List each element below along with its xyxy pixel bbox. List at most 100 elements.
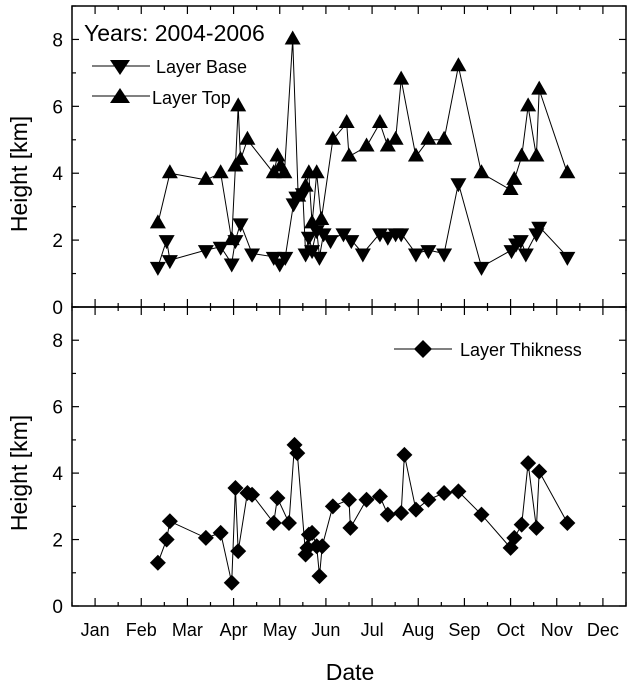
- data-point: [502, 180, 519, 195]
- y-tick-label: 4: [52, 464, 63, 485]
- top-legend: Layer Base Layer Top: [92, 57, 247, 108]
- y-tick-label: 6: [52, 97, 63, 118]
- data-point: [354, 248, 371, 263]
- series-line: [157, 39, 568, 241]
- data-point: [528, 147, 545, 162]
- x-tick-label: Jan: [81, 620, 110, 640]
- data-point: [158, 235, 175, 250]
- data-point: [223, 258, 240, 273]
- data-point: [212, 241, 229, 256]
- x-tick-label: Aug: [402, 620, 434, 640]
- data-point: [161, 513, 178, 530]
- top-series: [149, 30, 576, 276]
- top-annotation: Years: 2004-2006: [84, 20, 265, 46]
- data-point: [239, 130, 256, 145]
- data-point: [223, 574, 240, 591]
- data-point: [506, 170, 523, 185]
- data-point: [387, 130, 404, 145]
- x-tick-label: Nov: [541, 620, 573, 640]
- data-point: [436, 248, 453, 263]
- data-point: [531, 80, 548, 95]
- data-point: [343, 235, 360, 250]
- data-point: [308, 164, 325, 179]
- legend-marker-base: [110, 60, 130, 75]
- data-point: [531, 463, 548, 480]
- data-point: [324, 130, 341, 145]
- data-point: [158, 531, 175, 548]
- data-point: [393, 504, 410, 521]
- data-point: [197, 170, 214, 185]
- data-point: [473, 164, 490, 179]
- data-point: [289, 445, 306, 462]
- data-point: [407, 248, 424, 263]
- data-point: [379, 137, 396, 152]
- data-point: [335, 228, 352, 243]
- data-point: [520, 97, 537, 112]
- data-point: [304, 524, 321, 541]
- data-point: [197, 245, 214, 260]
- data-point: [358, 491, 375, 508]
- data-point: [338, 114, 355, 129]
- data-point: [341, 147, 357, 162]
- data-point: [290, 187, 307, 202]
- data-point: [227, 480, 244, 497]
- data-point: [407, 501, 424, 518]
- data-point: [420, 491, 437, 508]
- data-point: [297, 177, 314, 192]
- x-tick-label: Jul: [361, 620, 384, 640]
- data-point: [407, 147, 424, 162]
- data-point: [324, 498, 341, 515]
- data-point: [379, 506, 396, 523]
- y-tick-label: 8: [52, 331, 63, 352]
- data-point: [230, 97, 247, 112]
- data-point: [559, 514, 576, 531]
- data-point: [212, 524, 229, 541]
- data-point: [513, 147, 530, 162]
- y-tick-label: 2: [52, 231, 63, 252]
- y-tick-label: 0: [52, 298, 63, 319]
- y-tick-label: 8: [52, 30, 63, 51]
- y-tick-label: 4: [52, 164, 63, 185]
- data-point: [559, 164, 576, 179]
- y-tick-label: 2: [52, 531, 63, 552]
- data-point: [269, 490, 286, 507]
- data-point: [371, 114, 388, 129]
- data-point: [223, 231, 240, 246]
- data-point: [280, 514, 297, 531]
- data-point: [450, 178, 467, 193]
- x-tick-label: Oct: [497, 620, 525, 640]
- top-ylabel: Height [km]: [6, 116, 32, 232]
- data-point: [244, 486, 261, 503]
- data-point: [559, 251, 576, 266]
- bottom-legend: Layer Thikness: [394, 340, 582, 360]
- legend-marker-thickness: [414, 340, 432, 358]
- y-tick-label: 0: [52, 597, 63, 618]
- data-point: [450, 57, 467, 72]
- data-point: [506, 529, 523, 546]
- data-point: [393, 228, 410, 243]
- x-tick-label: Dec: [587, 620, 619, 640]
- data-point: [528, 519, 545, 536]
- data-point: [520, 455, 537, 472]
- data-point: [512, 235, 529, 250]
- data-point: [517, 248, 534, 263]
- x-tick-label: Jun: [311, 620, 340, 640]
- data-point: [232, 218, 249, 233]
- data-point: [436, 130, 453, 145]
- data-point: [513, 516, 530, 533]
- data-point: [322, 235, 339, 250]
- data-point: [314, 538, 331, 555]
- data-point: [371, 488, 388, 505]
- legend-label-base: Layer Base: [156, 57, 247, 77]
- data-point: [311, 568, 328, 585]
- data-point: [531, 221, 548, 236]
- data-point: [277, 251, 294, 266]
- legend-label-top: Layer Top: [152, 88, 231, 108]
- data-point: [300, 231, 317, 246]
- data-point: [197, 529, 214, 546]
- y-tick-label: 6: [52, 398, 63, 419]
- bottom-ylabel: Height [km]: [6, 415, 32, 531]
- data-point: [161, 164, 178, 179]
- data-point: [436, 485, 453, 502]
